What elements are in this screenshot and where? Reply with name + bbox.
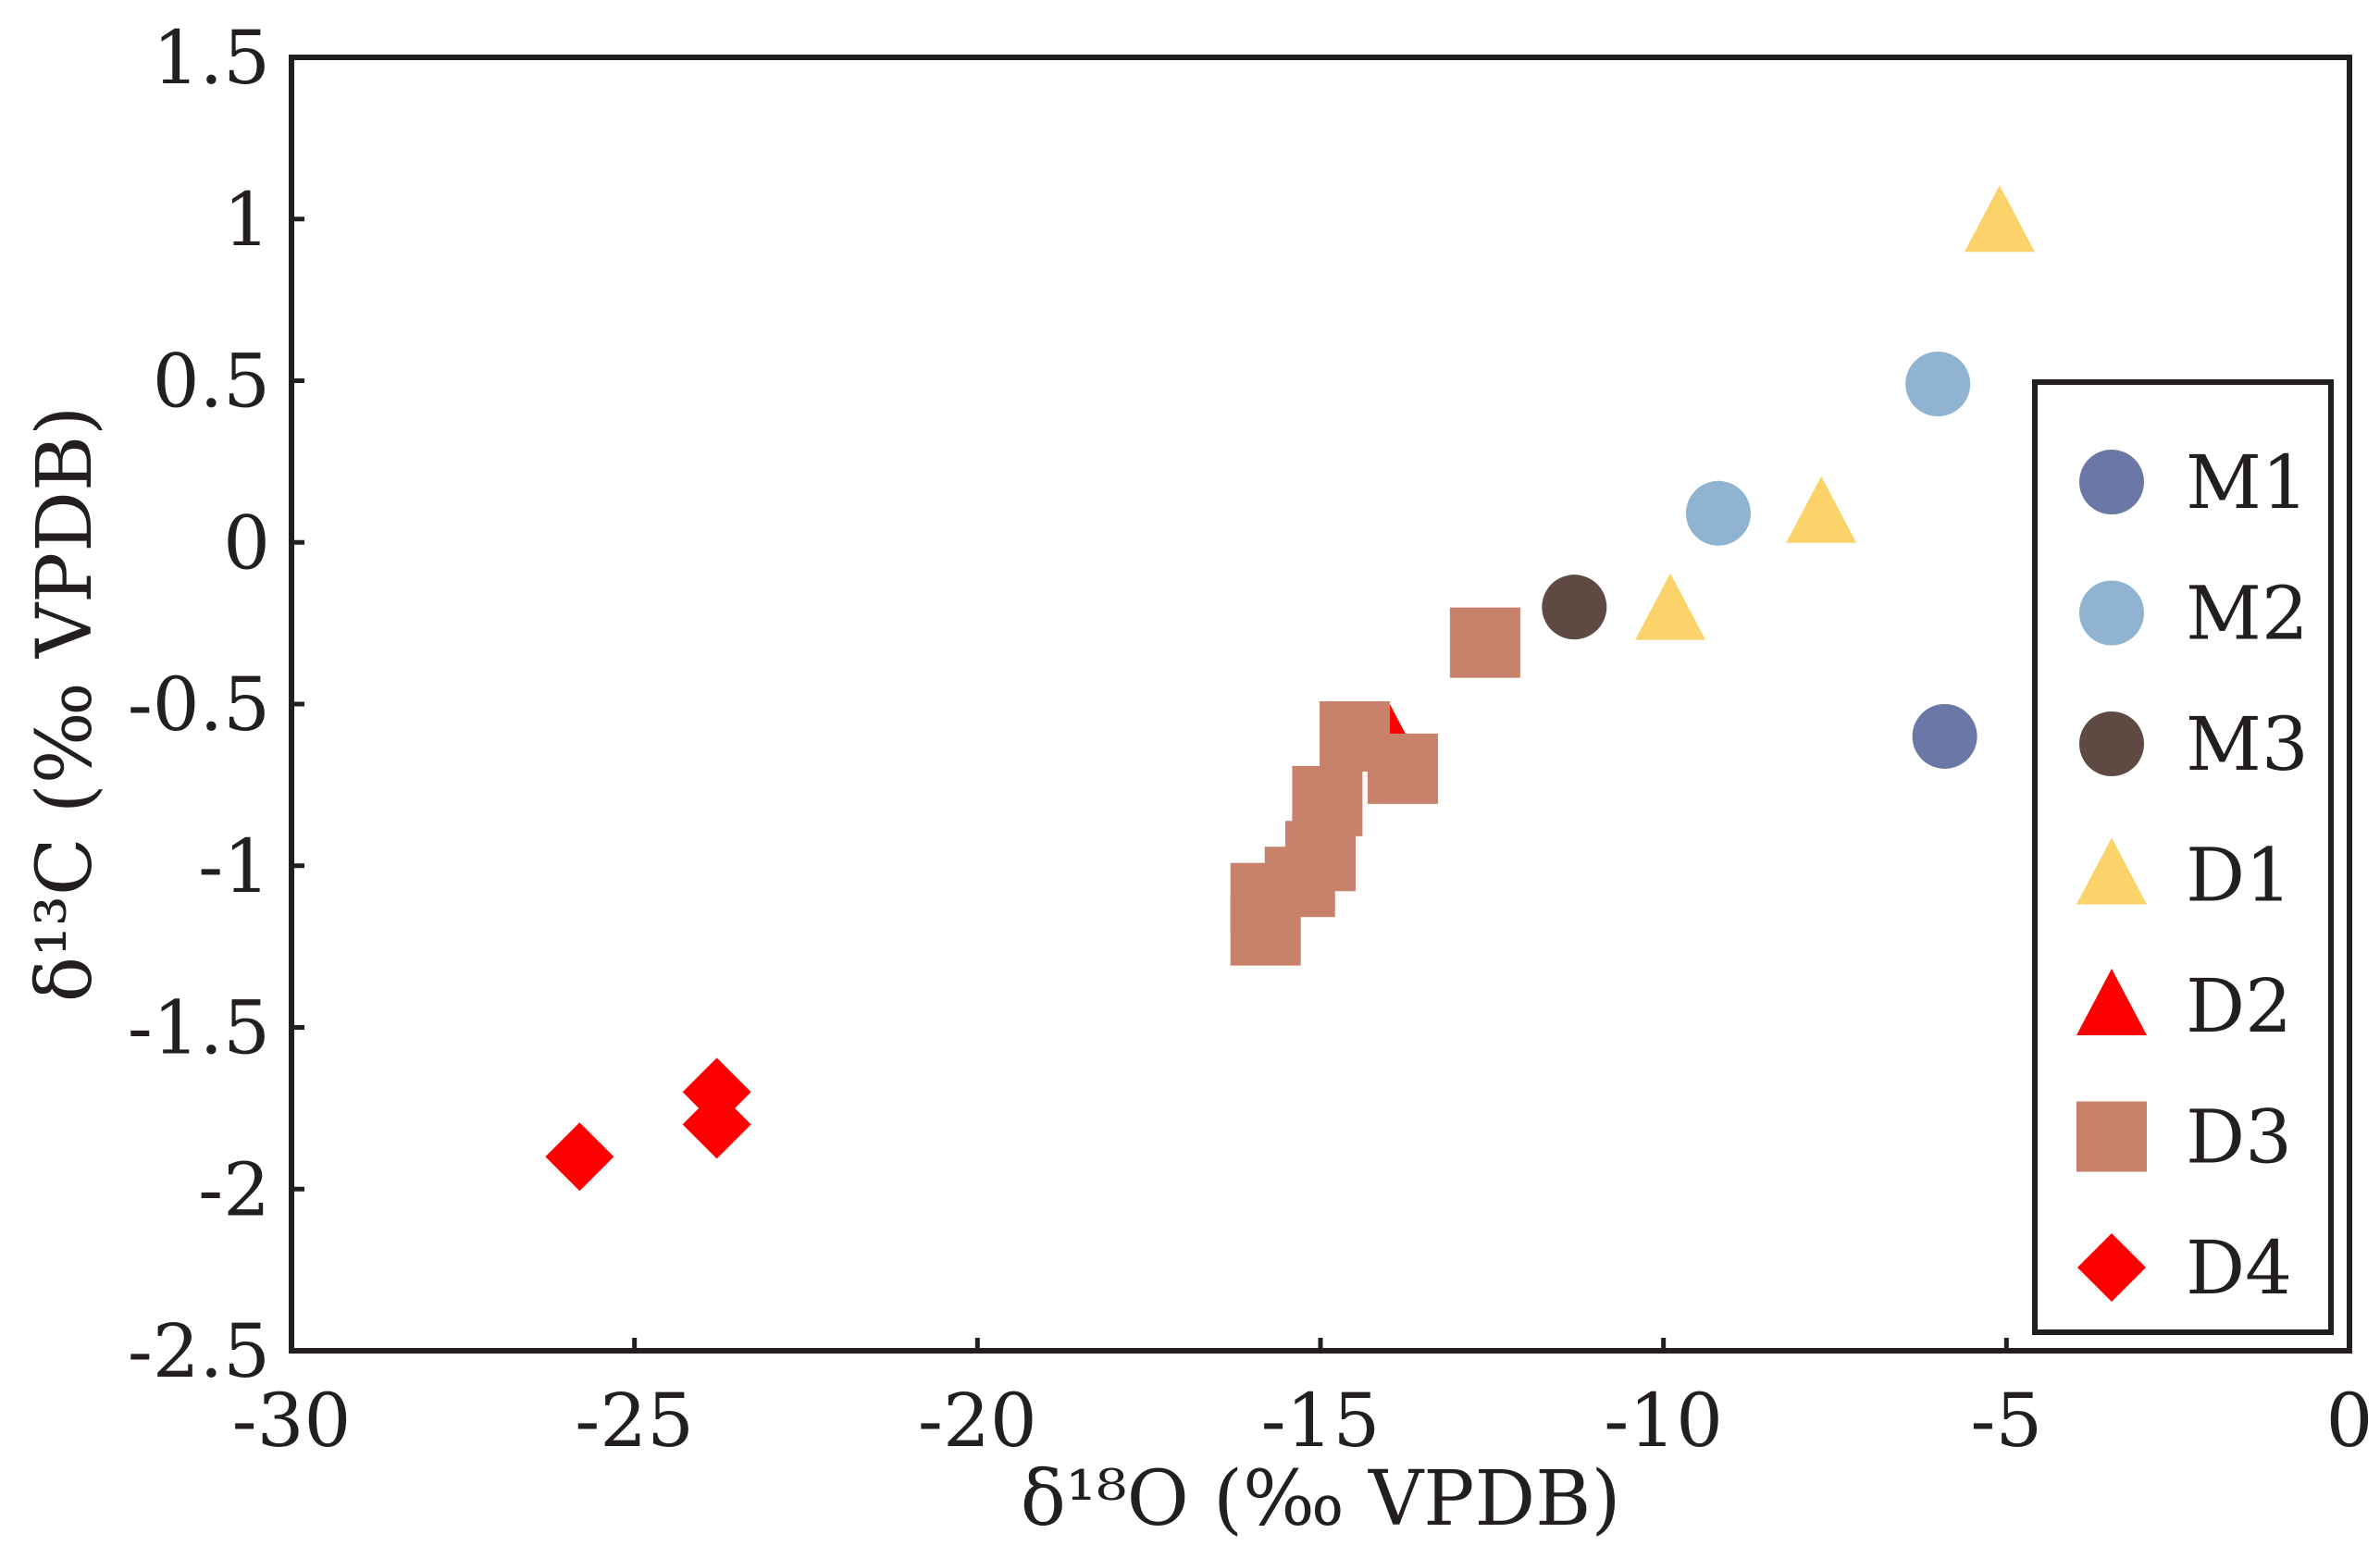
legend-label-d3: D3 (2186, 1094, 2292, 1181)
x-tick-label: -25 (575, 1378, 694, 1464)
y-axis-title: δ¹³C (‰ VPDB) (21, 406, 109, 1002)
y-tick-label: 0.5 (153, 339, 270, 425)
point-d1 (1786, 476, 1857, 543)
legend-marker-d3 (2076, 1101, 2147, 1172)
x-axis-title: δ¹⁸O (‰ VPDB) (1021, 1455, 1621, 1543)
data-points (545, 185, 2035, 1192)
y-tick-label: -1 (198, 823, 270, 909)
point-d4 (545, 1122, 614, 1192)
legend-marker-m1 (2079, 450, 2144, 514)
y-tick-label: -2 (198, 1146, 270, 1232)
point-m2 (1905, 351, 1971, 416)
legend-label-d4: D4 (2186, 1225, 2292, 1311)
point-m1 (1912, 703, 1977, 769)
legend-marker-d1 (2076, 837, 2147, 905)
point-d3 (1449, 607, 1520, 678)
x-tick-label: -15 (1261, 1378, 1381, 1464)
y-tick-label: -0.5 (128, 662, 270, 748)
y-tick-label: -1.5 (128, 985, 270, 1071)
x-tick-label: -20 (918, 1378, 1037, 1464)
x-tick-label: 0 (2326, 1378, 2374, 1464)
legend-label-d1: D1 (2186, 833, 2292, 919)
y-tick-label: -2.5 (128, 1308, 270, 1394)
point-d3 (1367, 733, 1438, 804)
y-tick-label: 1.5 (153, 15, 270, 101)
x-tick-label: -10 (1604, 1378, 1723, 1464)
x-tick-label: -5 (1970, 1378, 2042, 1464)
legend-frame (2032, 379, 2334, 1335)
legend-label-m2: M2 (2186, 571, 2309, 657)
y-tick-label: 1 (223, 177, 270, 263)
point-d4 (682, 1090, 751, 1159)
legend-marker-m2 (2079, 580, 2144, 646)
point-d1 (1635, 573, 1706, 640)
legend-marker-d4 (2077, 1233, 2146, 1302)
legend-marker-m3 (2079, 711, 2144, 776)
legend-label-m1: M1 (2186, 439, 2309, 526)
legend-label-d2: D2 (2186, 963, 2292, 1049)
legend-marker-d2 (2076, 969, 2147, 1035)
axis-ticks: -30 -25 -20 -15 -10 -5 0 1.5 1 0.5 0 -0.5 -1 -1.5 -2 -2… (128, 15, 2374, 1464)
legend-label-m3: M3 (2186, 701, 2309, 787)
point-d1 (1964, 185, 2035, 253)
x-tick-label: -30 (232, 1378, 352, 1464)
point-m3 (1542, 575, 1607, 640)
point-d3 (1230, 895, 1301, 966)
legend: M1 M2 M3 D1 D2 D3 D4 (2032, 379, 2334, 1335)
point-m2 (1685, 480, 1751, 546)
y-tick-label: 0 (223, 500, 270, 586)
